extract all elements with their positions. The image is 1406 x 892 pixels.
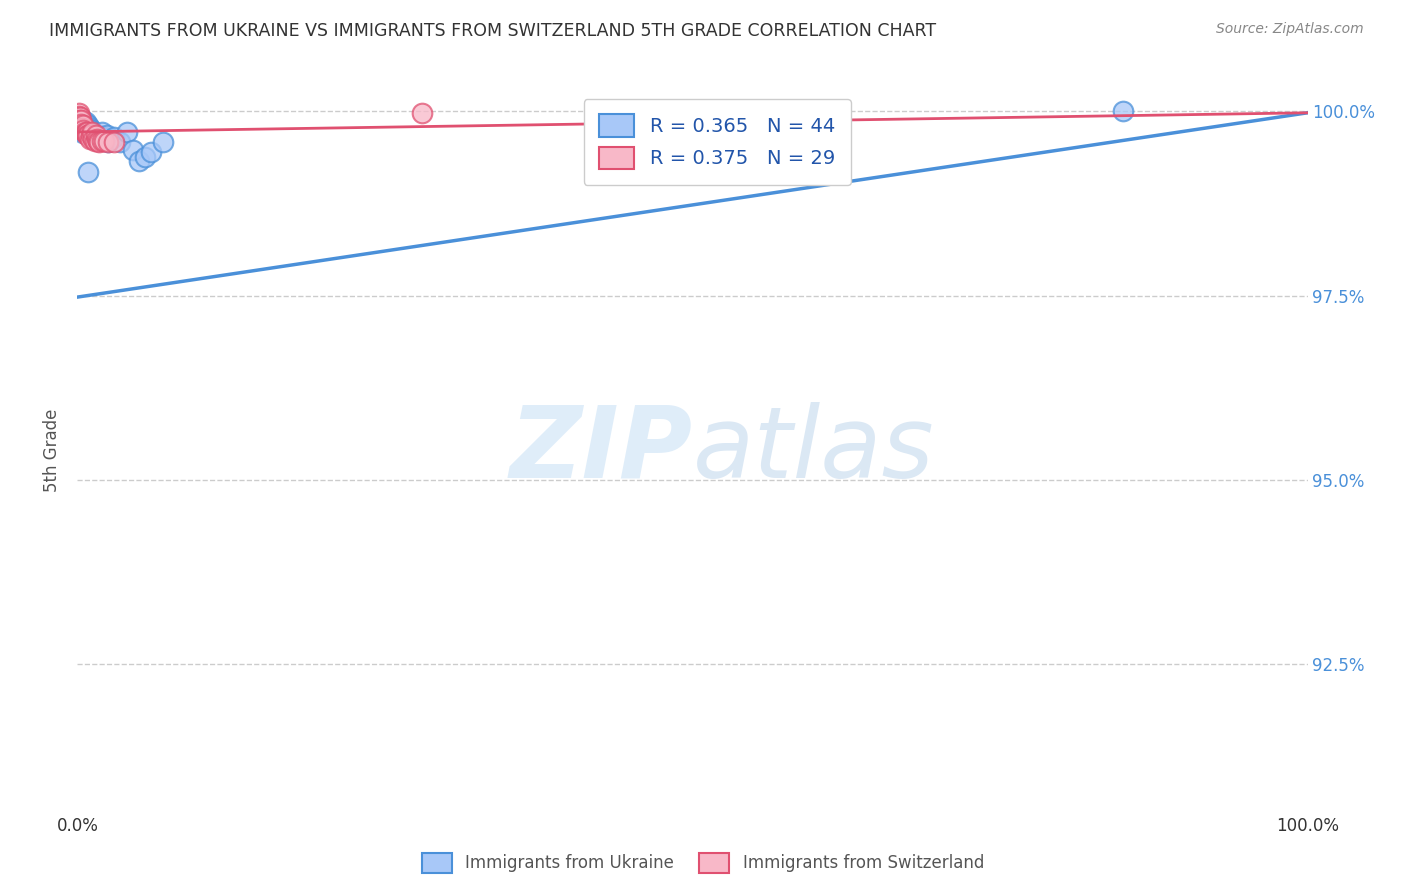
Point bbox=[70, 115, 93, 129]
Point bbox=[67, 119, 90, 133]
Point bbox=[73, 125, 96, 139]
Text: IMMIGRANTS FROM UKRAINE VS IMMIGRANTS FROM SWITZERLAND 5TH GRADE CORRELATION CHA: IMMIGRANTS FROM UKRAINE VS IMMIGRANTS FR… bbox=[49, 22, 936, 40]
Point bbox=[100, 132, 122, 146]
Point bbox=[70, 117, 93, 131]
Point bbox=[93, 134, 115, 148]
Point bbox=[82, 125, 104, 139]
Point bbox=[76, 119, 98, 133]
Point bbox=[411, 105, 433, 120]
Point bbox=[75, 127, 97, 141]
Point bbox=[67, 112, 90, 126]
Point bbox=[69, 110, 91, 124]
Point bbox=[76, 122, 98, 136]
Point bbox=[84, 130, 107, 145]
Point bbox=[82, 127, 104, 141]
Point bbox=[86, 131, 108, 145]
Point bbox=[97, 136, 120, 150]
Point bbox=[79, 122, 101, 136]
Point bbox=[121, 143, 143, 157]
Point bbox=[89, 128, 111, 142]
Point bbox=[77, 118, 100, 132]
Point bbox=[83, 134, 105, 148]
Point bbox=[103, 130, 125, 145]
Point bbox=[70, 113, 93, 128]
Point bbox=[82, 125, 104, 139]
Point bbox=[75, 127, 97, 141]
Point bbox=[72, 127, 94, 141]
Point bbox=[93, 130, 115, 145]
Point bbox=[67, 105, 90, 120]
Point bbox=[72, 118, 94, 132]
Point bbox=[67, 110, 90, 124]
Text: Source: ZipAtlas.com: Source: ZipAtlas.com bbox=[1216, 22, 1364, 37]
Point bbox=[70, 119, 93, 133]
Point bbox=[90, 134, 114, 148]
Point bbox=[80, 128, 103, 142]
Point bbox=[76, 128, 98, 142]
Point bbox=[76, 125, 98, 139]
Point bbox=[152, 136, 174, 150]
Point bbox=[77, 128, 100, 142]
Point bbox=[70, 119, 93, 133]
Legend: R = 0.365   N = 44, R = 0.375   N = 29: R = 0.365 N = 44, R = 0.375 N = 29 bbox=[583, 99, 851, 185]
Point bbox=[80, 122, 103, 136]
Point bbox=[73, 122, 96, 136]
Point bbox=[82, 131, 104, 145]
Point bbox=[70, 120, 93, 135]
Point bbox=[69, 112, 91, 126]
Legend: Immigrants from Ukraine, Immigrants from Switzerland: Immigrants from Ukraine, Immigrants from… bbox=[415, 847, 991, 880]
Point bbox=[89, 136, 111, 150]
Text: atlas: atlas bbox=[693, 402, 934, 499]
Point bbox=[141, 145, 163, 159]
Point bbox=[69, 119, 91, 133]
Point bbox=[96, 128, 118, 142]
Point bbox=[110, 136, 132, 150]
Y-axis label: 5th Grade: 5th Grade bbox=[44, 409, 62, 492]
Point bbox=[72, 115, 94, 129]
Point bbox=[87, 134, 110, 148]
Point bbox=[69, 113, 91, 128]
Text: ZIP: ZIP bbox=[509, 402, 693, 499]
Point bbox=[83, 128, 105, 142]
Point bbox=[97, 136, 120, 150]
Point bbox=[75, 115, 97, 129]
Point bbox=[86, 132, 108, 146]
Point bbox=[115, 125, 138, 139]
Point bbox=[72, 122, 94, 136]
Point bbox=[87, 134, 110, 148]
Point bbox=[128, 154, 150, 169]
Point bbox=[79, 131, 101, 145]
Point bbox=[79, 120, 101, 135]
Point bbox=[73, 119, 96, 133]
Point bbox=[90, 132, 112, 146]
Point bbox=[77, 165, 100, 179]
Point bbox=[90, 125, 114, 139]
Point bbox=[70, 112, 93, 126]
Point bbox=[1112, 104, 1135, 119]
Point bbox=[103, 136, 125, 150]
Point bbox=[134, 150, 156, 164]
Point bbox=[84, 128, 107, 142]
Point bbox=[742, 105, 765, 120]
Point bbox=[79, 127, 101, 141]
